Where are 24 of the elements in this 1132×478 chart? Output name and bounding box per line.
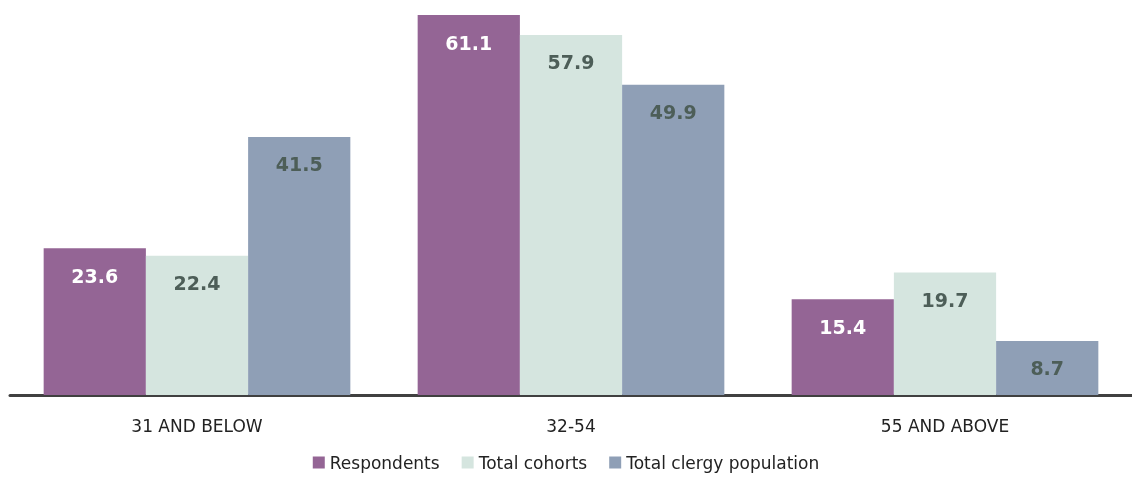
bar (145, 255, 249, 395)
x-tick-label: 32-54 (546, 415, 596, 436)
bar (622, 84, 725, 395)
bar (248, 136, 351, 395)
bar (519, 34, 623, 395)
legend-label: Total cohorts (477, 452, 588, 473)
data-label: 19.7 (921, 288, 969, 311)
data-label: 61.1 (445, 31, 493, 54)
data-label: 22.4 (173, 272, 221, 295)
legend-label: Respondents (329, 452, 440, 473)
data-label: 8.7 (1030, 357, 1065, 380)
bar (417, 15, 520, 395)
data-label: 23.6 (71, 264, 119, 287)
legend-label: Total clergy population (625, 452, 820, 473)
bar (996, 340, 1099, 395)
data-label: 41.5 (275, 153, 323, 176)
bar (893, 272, 997, 395)
bar (43, 248, 146, 395)
data-label: 49.9 (649, 101, 697, 124)
x-tick-label: 31 AND BELOW (131, 415, 263, 436)
data-label: 15.4 (819, 315, 867, 338)
x-tick-label: 55 AND ABOVE (880, 415, 1010, 436)
data-label: 57.9 (547, 51, 595, 74)
bar (791, 299, 894, 395)
